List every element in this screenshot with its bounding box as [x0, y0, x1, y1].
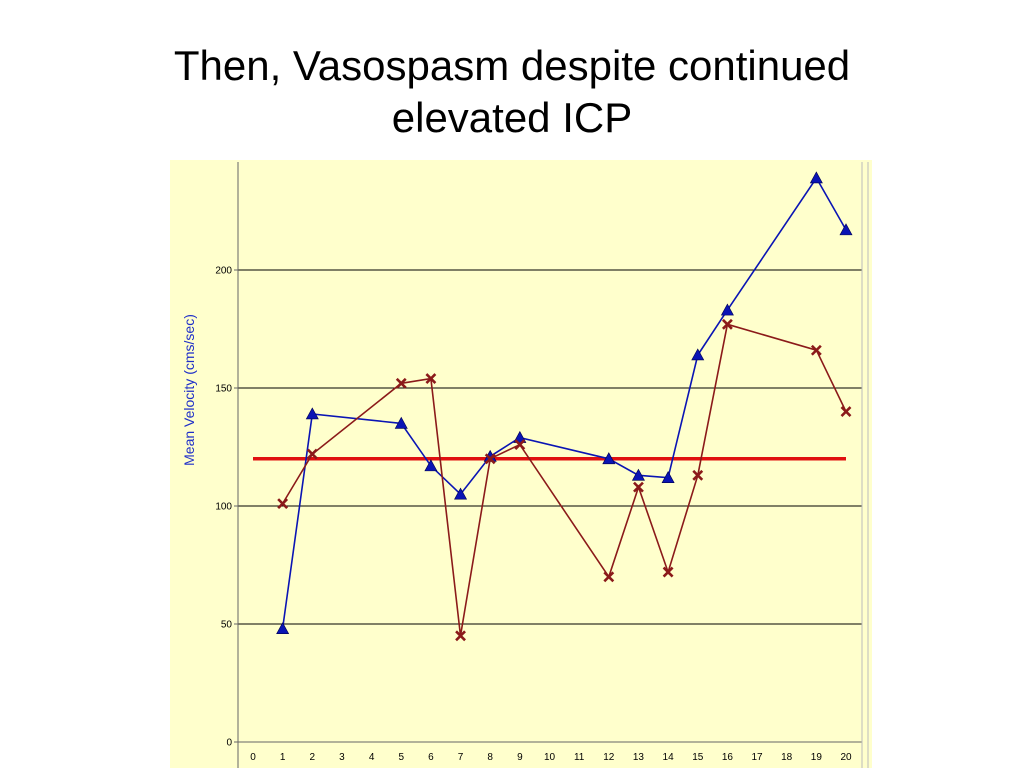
x-marker	[306, 448, 318, 460]
y-tick-label: 150	[215, 384, 232, 395]
x-tick-label: 11	[574, 752, 585, 763]
y-axis-label: Mean Velocity (cms/sec)	[181, 314, 197, 466]
x-tick-label: 6	[428, 752, 434, 763]
x-tick-label: 14	[663, 752, 675, 763]
triangle-marker	[305, 407, 319, 420]
y-tick-label: 100	[215, 502, 232, 513]
series-1	[276, 171, 853, 635]
x-tick-label: 17	[751, 752, 763, 763]
x-marker-stroke-b	[603, 571, 615, 583]
x-marker	[484, 453, 496, 465]
x-marker	[425, 373, 437, 384]
x-marker	[455, 630, 466, 642]
x-marker-stroke-b	[455, 630, 466, 642]
x-tick-label: 4	[369, 752, 375, 763]
x-tick-label: 3	[339, 752, 345, 763]
triangle-marker	[631, 468, 645, 481]
x-marker-stroke-b	[721, 318, 733, 330]
x-tick-label: 5	[398, 752, 404, 763]
x-marker	[277, 498, 289, 510]
series-group	[276, 171, 853, 642]
x-marker	[662, 566, 674, 578]
x-marker	[633, 481, 644, 493]
x-tick-label: 2	[310, 752, 316, 763]
y-tick-labels: 0 50 100 150 200	[215, 266, 232, 749]
x-marker	[840, 406, 852, 418]
x-marker-stroke-b	[692, 469, 704, 481]
x-marker-stroke-b	[840, 406, 852, 418]
x-marker-stroke-b	[810, 344, 822, 356]
x-marker-stroke-b	[484, 453, 496, 465]
y-tick-label: 0	[226, 738, 232, 749]
x-marker-stroke-b	[425, 373, 437, 384]
grid-lines	[238, 269, 862, 625]
x-tick-label: 9	[517, 752, 523, 763]
slide-title-line-2: elevated ICP	[391, 94, 633, 141]
triangle-marker	[394, 416, 408, 429]
series-1-line	[281, 176, 847, 629]
x-tick-label: 16	[722, 752, 734, 763]
x-marker-stroke-b	[633, 481, 644, 493]
triangle-marker	[276, 622, 290, 635]
x-tick-label: 15	[692, 752, 704, 763]
triangle-marker	[602, 452, 616, 465]
triangle-marker	[691, 348, 705, 361]
y-tick-label: 200	[215, 266, 232, 277]
x-tick-label: 18	[781, 752, 793, 763]
x-marker	[692, 469, 704, 481]
y-tick-label: 50	[221, 620, 233, 631]
x-marker	[603, 571, 615, 583]
x-marker	[514, 439, 526, 451]
x-tick-label: 20	[840, 752, 852, 763]
triangle-marker	[720, 303, 734, 316]
series-2-line	[281, 323, 847, 636]
x-marker-stroke-b	[662, 566, 674, 578]
triangle-marker	[661, 471, 675, 483]
x-tick-label: 0	[250, 752, 256, 763]
x-marker	[395, 377, 407, 389]
x-marker-stroke-b	[395, 377, 407, 389]
x-tick-label: 12	[603, 752, 615, 763]
x-tick-label: 1	[280, 752, 286, 763]
triangle-marker	[454, 487, 468, 500]
x-tick-label: 19	[811, 752, 823, 763]
x-marker-stroke-b	[306, 448, 318, 460]
x-tick-label: 8	[487, 752, 493, 763]
x-marker	[810, 344, 822, 356]
series-2	[277, 318, 852, 642]
plot-area	[170, 160, 872, 768]
triangle-marker	[809, 171, 823, 184]
triangle-marker	[839, 223, 853, 236]
x-tick-label: 10	[544, 752, 556, 763]
x-marker-stroke-b	[514, 439, 526, 451]
slide-title-line-1: Then, Vasospasm despite continued	[173, 42, 851, 89]
x-tick-label: 7	[458, 752, 464, 763]
x-tick-label: 13	[633, 752, 645, 763]
x-marker	[721, 318, 733, 330]
slide-title: Then, Vasospasm despite continued elevat…	[0, 40, 1024, 144]
triangle-marker	[424, 459, 438, 472]
x-marker-stroke-b	[277, 498, 289, 510]
x-tick-labels: 0 1 2 3 4 5 6 7 8 9 10 11 12 13 14 15 16 17 18 19 20	[250, 752, 852, 763]
axes	[234, 162, 869, 768]
